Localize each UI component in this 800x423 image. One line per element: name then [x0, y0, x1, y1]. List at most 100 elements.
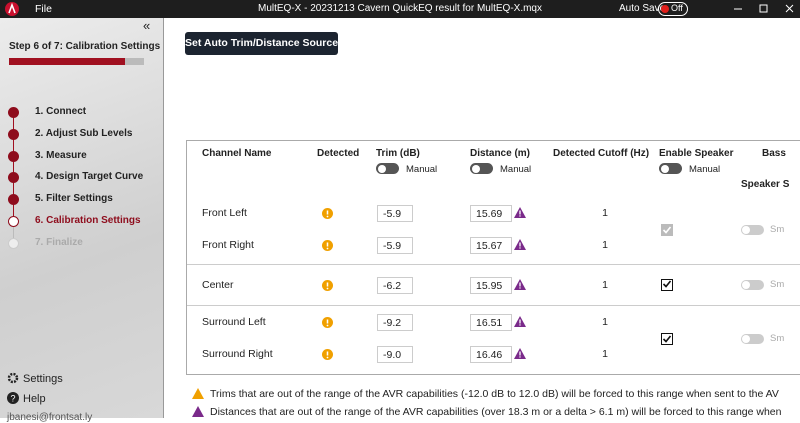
channel-name: Front Right: [202, 239, 254, 251]
manual-toggle[interactable]: [470, 163, 493, 174]
detected-cutoff: 1: [602, 239, 608, 251]
settings-icon: [7, 372, 19, 384]
column-header: Distance (m): [470, 148, 531, 159]
help-link[interactable]: Help: [23, 393, 46, 405]
trim-input[interactable]: -5.9: [377, 237, 413, 254]
step-dot: [8, 107, 19, 118]
detected-warning: [322, 208, 333, 219]
column-header: Speaker S: [741, 179, 790, 190]
progress-bar: [9, 58, 144, 65]
title-bar: File MultEQ-X - 20231213 Cavern QuickEQ …: [0, 0, 800, 18]
step-label[interactable]: 6. Calibration Settings: [35, 215, 141, 226]
manual-label: Manual: [500, 164, 532, 175]
speaker-toggle[interactable]: [741, 279, 764, 290]
channel-name: Front Left: [202, 207, 247, 219]
distance-input[interactable]: 15.95: [470, 276, 512, 294]
distance-warning-icon: [192, 406, 204, 417]
distance-input[interactable]: 16.51: [470, 314, 512, 331]
window-title: MultEQ-X - 20231213 Cavern QuickEQ resul…: [258, 3, 542, 14]
channel-name: Surround Right: [202, 348, 273, 360]
step-dot: [8, 172, 19, 184]
trim-warning-icon: [192, 388, 204, 399]
manual-label: Manual: [689, 164, 721, 175]
column-header: Channel Name: [202, 148, 272, 159]
distance-input[interactable]: 15.69: [470, 205, 512, 222]
step-dot: [8, 237, 19, 249]
detected-cutoff: 1: [602, 348, 608, 360]
detected-warning: [322, 279, 333, 291]
step-label[interactable]: 3. Measure: [35, 149, 87, 161]
calibration-table: Channel Name Detected Trim (dB) Distance (m…: [186, 140, 800, 375]
auto-save-state: Off: [671, 3, 683, 13]
step-dot: [8, 128, 19, 140]
toggle-knob: [378, 164, 386, 173]
trim-input[interactable]: -6.2: [377, 276, 413, 294]
sidebar: « Step 6 of 7: Calibration Settings 1. C…: [0, 18, 164, 423]
distance-input[interactable]: 15.67: [470, 237, 512, 254]
speaker-toggle[interactable]: [741, 225, 764, 235]
toggle-knob: [742, 335, 750, 343]
column-header: Detected: [317, 148, 360, 159]
step-label: Step 6 of 7: Calibration Settings: [9, 41, 161, 52]
app-logo: [5, 2, 19, 16]
trim-input[interactable]: -5.9: [377, 205, 413, 222]
toggle-knob: [742, 280, 750, 289]
step-track: [13, 222, 14, 244]
manual-label: Manual: [406, 164, 438, 175]
trim-note: Trims that are out of the range of the A…: [210, 388, 779, 400]
distance-warning: [514, 348, 526, 359]
toggle-knob: [661, 164, 669, 173]
settings-link[interactable]: Settings: [23, 373, 63, 385]
step-label[interactable]: 4. Design Target Curve: [35, 171, 144, 183]
detected-warning: [322, 240, 333, 251]
detected-cutoff: 1: [602, 207, 608, 219]
group-divider: [187, 264, 800, 265]
detected-warning: [322, 317, 333, 328]
step-dot: [8, 150, 19, 162]
speaker-toggle-label: Sm: [770, 333, 785, 344]
distance-warning: [514, 316, 526, 327]
detected-warning: [322, 349, 333, 360]
step-label[interactable]: 1. Connect: [35, 106, 87, 117]
auto-source-button[interactable]: Set Auto Trim/Distance Source: [185, 32, 338, 55]
toggle-knob: [742, 226, 750, 234]
auto-save-label: Auto Save: [619, 3, 666, 14]
speaker-toggle-label: Sm: [770, 278, 785, 290]
detected-cutoff: 1: [602, 278, 608, 291]
distance-input[interactable]: 16.46: [470, 346, 512, 363]
group-divider: [187, 305, 800, 306]
file-menu[interactable]: File: [35, 3, 52, 15]
manual-toggle[interactable]: [659, 163, 682, 174]
trim-input[interactable]: -9.0: [377, 346, 413, 363]
channel-name: Center: [202, 278, 234, 291]
column-header: Detected Cutoff (Hz): [553, 148, 650, 159]
speaker-toggle-label: Sm: [770, 224, 785, 235]
speaker-toggle[interactable]: [741, 334, 764, 344]
enable-checkbox: [661, 224, 673, 236]
column-header: Enable Speaker: [659, 148, 734, 159]
distance-warning: [514, 239, 526, 250]
step-track: [13, 112, 14, 222]
distance-warning: [514, 278, 526, 290]
trim-input[interactable]: -9.2: [377, 314, 413, 331]
distance-warning: [514, 207, 526, 218]
collapse-button[interactable]: «: [143, 18, 151, 33]
distance-note: Distances that are out of the range of t…: [210, 406, 782, 418]
step-label[interactable]: 5. Filter Settings: [35, 193, 113, 205]
manual-toggle[interactable]: [376, 163, 399, 174]
column-header: Bass: [762, 148, 786, 159]
step-label[interactable]: 7. Finalize: [35, 236, 83, 248]
toggle-knob: [472, 164, 480, 173]
step-label[interactable]: 2. Adjust Sub Levels: [35, 127, 133, 139]
auto-save-toggle[interactable]: Off: [658, 2, 688, 16]
svg-text:?: ?: [10, 394, 15, 404]
help-icon: ?: [7, 392, 19, 404]
detected-cutoff: 1: [602, 316, 608, 328]
enable-checkbox[interactable]: [661, 333, 673, 345]
step-dot: [8, 194, 19, 206]
enable-checkbox[interactable]: [661, 278, 673, 291]
column-header: Trim (dB): [376, 148, 420, 159]
window-controls[interactable]: [728, 0, 800, 18]
notes: Trims that are out of the range of the A…: [186, 386, 800, 418]
